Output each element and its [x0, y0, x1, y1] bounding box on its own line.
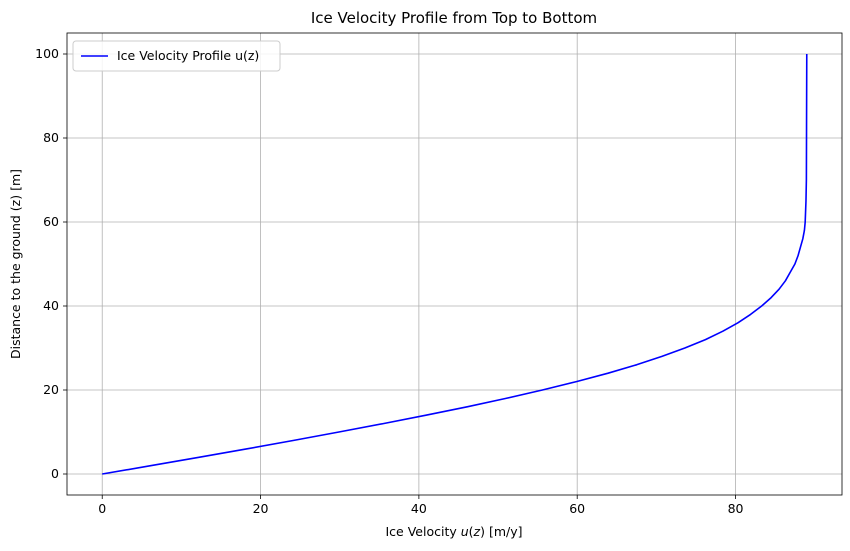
series-line — [102, 53, 808, 475]
x-tick-label: 20 — [253, 501, 269, 516]
grid — [67, 33, 842, 495]
x-tick-label: 60 — [569, 501, 585, 516]
y-tick-label: 20 — [43, 382, 59, 397]
x-axis-label: Ice Velocity u(z) [m/y] — [385, 524, 522, 539]
x-tick-label: 0 — [98, 501, 106, 516]
plot-frame — [66, 32, 843, 496]
ticks: 0 20 40 60 80 0 20 40 60 80 100 — [35, 46, 743, 516]
legend-label: Ice Velocity Profile u(z) — [117, 48, 259, 63]
y-tick-label: 60 — [43, 214, 59, 229]
y-axis-label: Distance to the ground (z) [m] — [8, 169, 23, 359]
series-layer — [102, 53, 808, 475]
legend: Ice Velocity Profile u(z) — [72, 40, 281, 72]
x-tick-label: 80 — [728, 501, 744, 516]
x-tick-label: 40 — [411, 501, 427, 516]
y-tick-label: 80 — [43, 130, 59, 145]
chart-title: Ice Velocity Profile from Top to Bottom — [311, 9, 597, 27]
y-tick-label: 100 — [35, 46, 59, 61]
y-tick-label: 40 — [43, 298, 59, 313]
y-tick-label: 0 — [51, 466, 59, 481]
legend-box — [72, 40, 281, 72]
